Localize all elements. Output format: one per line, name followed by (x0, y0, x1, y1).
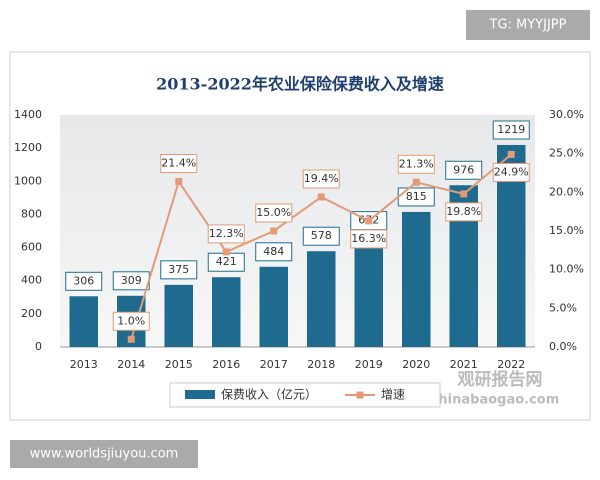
bar-value-label-box (302, 226, 340, 246)
x-tick-label: 2017 (260, 358, 288, 371)
line-value-label: 21.3% (399, 157, 434, 170)
x-tick-label: 2014 (117, 358, 145, 371)
legend-swatch (185, 390, 215, 399)
line-value-label-box (350, 229, 388, 249)
line-value-label: 21.4% (161, 157, 196, 170)
line-value-label-box (112, 311, 150, 331)
legend-label: 增速 (381, 388, 405, 402)
bar (402, 211, 431, 347)
bar (69, 296, 98, 347)
bar-value-label: 375 (168, 263, 189, 276)
y2-tick-label: 15.0% (549, 224, 584, 237)
watermark-box (466, 10, 590, 40)
line-value-label: 19.4% (304, 172, 339, 185)
line-value-label-box (160, 154, 198, 174)
bar-value-label-box (445, 160, 483, 180)
bar-value-label: 309 (121, 274, 142, 287)
y2-tick-label: 10.0% (549, 263, 584, 276)
y-tick-label: 200 (21, 307, 42, 320)
line-value-label-box (302, 169, 340, 189)
line-value-label-box (445, 202, 483, 222)
bar (307, 251, 336, 347)
legend-label: 保费收入（亿元） (221, 387, 317, 402)
bar (212, 277, 241, 347)
chart-title: 2013-2022年农业保险保费收入及增速 (156, 75, 444, 94)
line-value-label-box (207, 224, 245, 244)
legend-swatch (356, 391, 364, 399)
y-tick-label: 1000 (14, 174, 42, 187)
bar-value-label-box (492, 120, 530, 140)
y-tick-label: 800 (21, 207, 42, 220)
line-marker (317, 193, 325, 201)
bar-value-label: 1219 (497, 123, 525, 136)
bar-value-label: 815 (406, 190, 427, 203)
bar-value-label-box (160, 260, 198, 280)
x-tick-label: 2018 (307, 358, 335, 371)
watermark: 观研报告网 (457, 369, 543, 390)
watermark-box (10, 440, 198, 468)
line-marker (412, 178, 420, 186)
x-tick-label: 2020 (402, 358, 430, 371)
bar (354, 235, 383, 347)
y-tick-label: 400 (21, 274, 42, 287)
line-value-label-box (255, 203, 293, 223)
x-tick-label: 2015 (165, 358, 193, 371)
line-marker (127, 335, 135, 343)
bar-value-label: 306 (73, 274, 94, 287)
y-tick-label: 600 (21, 241, 42, 254)
watermark: www.worldsjiuyou.com (30, 447, 179, 462)
line-value-label: 19.8% (446, 205, 481, 218)
y2-tick-label: 20.0% (549, 185, 584, 198)
y-tick-label: 0 (35, 340, 42, 353)
watermark: TG: MYYJJPP (489, 18, 567, 33)
line-value-label-box (492, 162, 530, 182)
x-tick-label: 2016 (212, 358, 240, 371)
bar-value-label: 976 (453, 163, 474, 176)
bar (259, 266, 288, 347)
line-marker (460, 190, 468, 198)
line-value-label-box (397, 154, 435, 174)
x-tick-label: 2022 (497, 358, 525, 371)
line-value-label: 16.3% (351, 232, 386, 245)
x-tick-label: 2019 (355, 358, 383, 371)
x-tick-label: 2021 (450, 358, 478, 371)
bar (164, 284, 193, 347)
y-tick-label: 1400 (14, 108, 42, 121)
line-marker (175, 178, 183, 186)
line-marker (270, 227, 278, 235)
y2-tick-label: 25.0% (549, 147, 584, 160)
y2-tick-label: 30.0% (549, 108, 584, 121)
y2-tick-label: 0.0% (549, 340, 577, 353)
bar-value-label: 578 (311, 229, 332, 242)
bar-value-label-box (65, 271, 103, 291)
line-value-label: 24.9% (494, 165, 529, 178)
line-marker (365, 217, 373, 225)
line-marker (507, 150, 515, 158)
line-value-label: 12.3% (209, 227, 244, 240)
y-tick-label: 1200 (14, 141, 42, 154)
line-value-label: 1.0% (117, 314, 145, 327)
x-tick-label: 2013 (70, 358, 98, 371)
bar-value-label: 484 (263, 245, 284, 258)
bar-value-label: 421 (216, 255, 237, 268)
bar-value-label-box (255, 242, 293, 262)
y2-tick-label: 5.0% (549, 301, 577, 314)
watermark: chinabaogao.com (431, 393, 560, 408)
line-value-label: 15.0% (256, 206, 291, 219)
line-marker (222, 248, 230, 256)
